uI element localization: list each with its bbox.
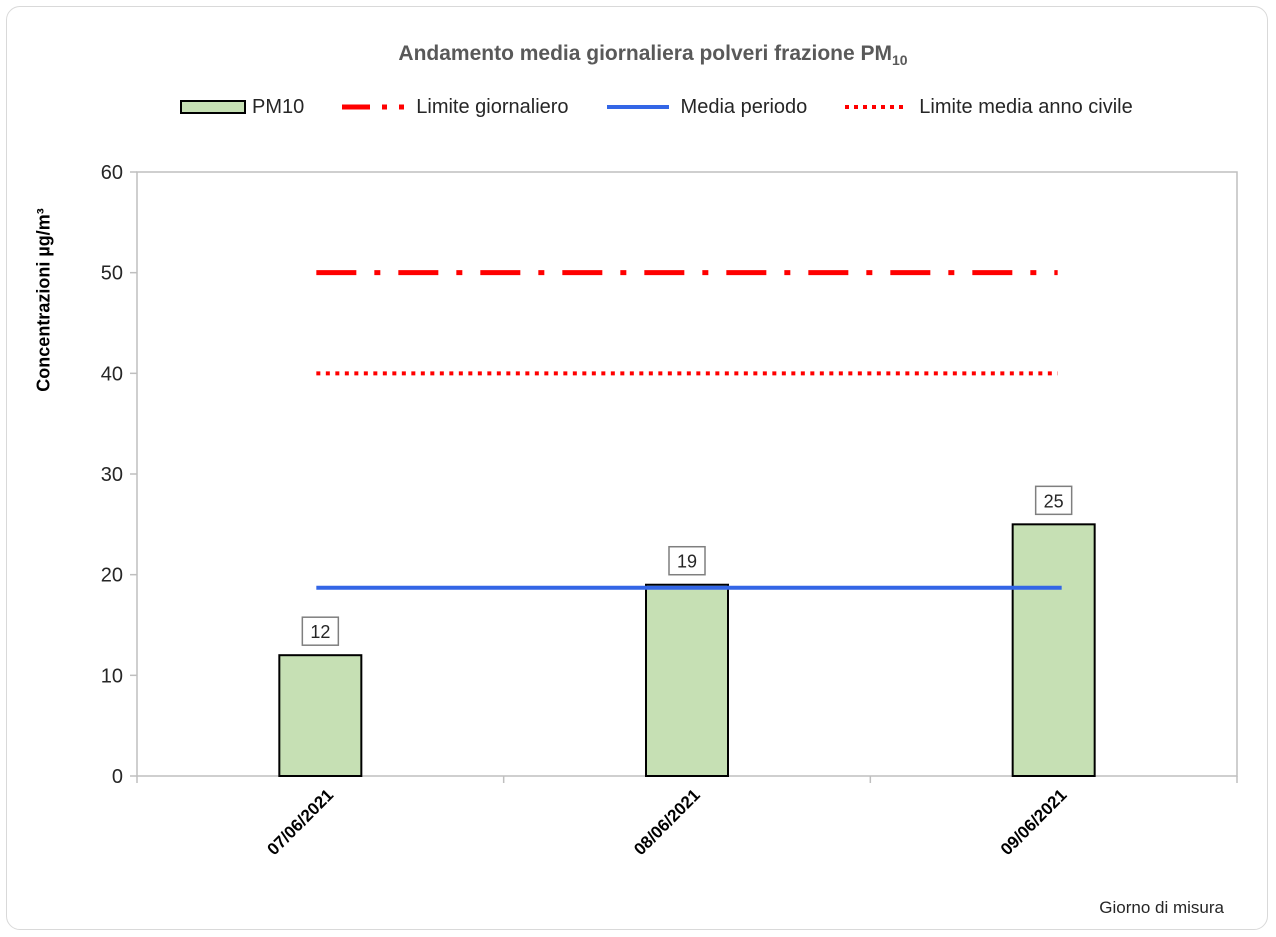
x-tick-label: 09/06/2021 xyxy=(997,785,1071,859)
y-tick-label: 50 xyxy=(101,263,123,285)
legend-swatch-limite-media-anno xyxy=(845,105,908,109)
data-label-box xyxy=(668,545,706,576)
legend-label-limite-media-anno: Limite media anno civile xyxy=(919,95,1133,118)
legend-item-limite-giornaliero: Limite giornaliero xyxy=(340,95,569,119)
y-tick-label: 20 xyxy=(101,565,123,587)
bar-pm10 xyxy=(1011,523,1096,777)
x-axis-label: Giorno di misura xyxy=(1099,898,1224,917)
y-tick-label: 10 xyxy=(101,665,123,687)
legend-item-pm10: PM10 xyxy=(180,96,304,119)
y-tick-label: 60 xyxy=(101,162,123,184)
data-label-box xyxy=(1034,485,1073,516)
y-tick-label: 30 xyxy=(101,464,123,486)
legend-swatch-limite-giornaliero xyxy=(342,104,405,110)
chart-title: Andamento media giornaliera polveri fraz… xyxy=(398,42,908,69)
bar-pm10 xyxy=(278,654,363,778)
legend-item-limite-media-anno: Limite media anno civile xyxy=(843,95,1133,119)
legend-item-media-periodo: Media periodo xyxy=(605,95,808,119)
legend-label-limite-giornaliero: Limite giornaliero xyxy=(416,95,569,118)
legend-label-media-periodo: Media periodo xyxy=(680,95,808,118)
data-label-box xyxy=(301,616,340,646)
data-label: 25 xyxy=(1044,491,1064,511)
bar-pm10 xyxy=(645,583,729,777)
data-label: 19 xyxy=(677,552,697,572)
data-label: 12 xyxy=(310,622,330,642)
y-tick-label: 0 xyxy=(112,766,123,788)
x-tick-label: 07/06/2021 xyxy=(264,785,338,859)
legend: PM10 Limite giornaliero Media periodo Li… xyxy=(180,94,1169,120)
legend-label-pm10: PM10 xyxy=(252,95,305,118)
y-tick-label: 40 xyxy=(101,363,123,385)
legend-swatch-pm10 xyxy=(180,100,246,114)
legend-swatch-media-periodo xyxy=(606,105,669,109)
x-tick-label: 08/06/2021 xyxy=(630,785,704,859)
